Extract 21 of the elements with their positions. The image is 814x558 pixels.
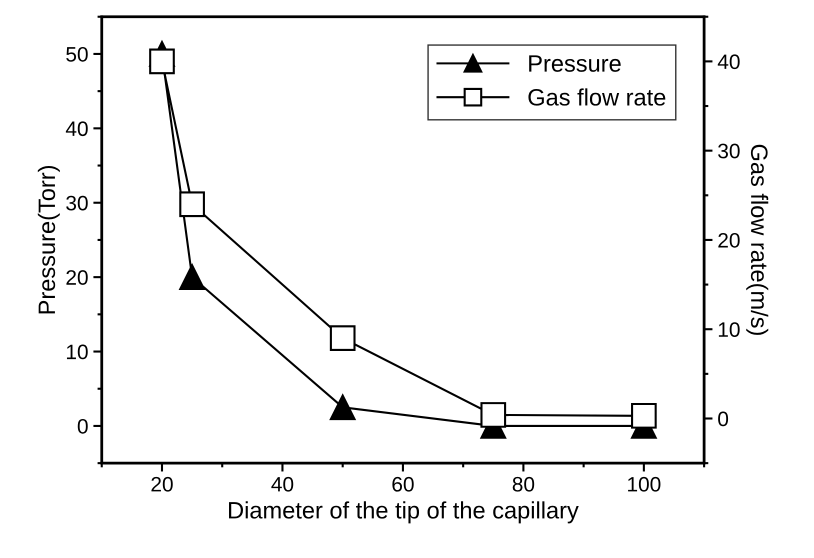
y-axis-title: Pressure(Torr) [38,166,60,314]
x-axis-title: Diameter of the tip of the capillary [229,501,579,524]
legend-label: Pressure [529,55,621,72]
y2-tick-label: 30 [718,144,740,158]
y2-tick-label: 20 [718,232,740,248]
legend-label: Gas flow rate [528,88,666,106]
y2-axis-title: Gas flow rate(m/s) [746,144,768,335]
x-tick-label: 100 [628,476,660,492]
y-tick-label: 50 [66,46,88,62]
y-tick-label: 0 [78,418,88,434]
y2-tick-label: 10 [718,322,740,337]
y2-tick-label: 0 [718,412,728,426]
y2-tick-label: 40 [718,54,740,70]
x-tick-label: 60 [392,476,414,492]
y-tick-label: 40 [66,121,88,136]
x-tick-label: 20 [151,476,173,492]
y-tick-label: 30 [66,196,88,210]
y-tick-label: 20 [66,270,88,285]
x-tick-label: 80 [512,476,534,492]
y-tick-label: 10 [66,344,88,360]
x-tick-label: 40 [271,476,294,492]
